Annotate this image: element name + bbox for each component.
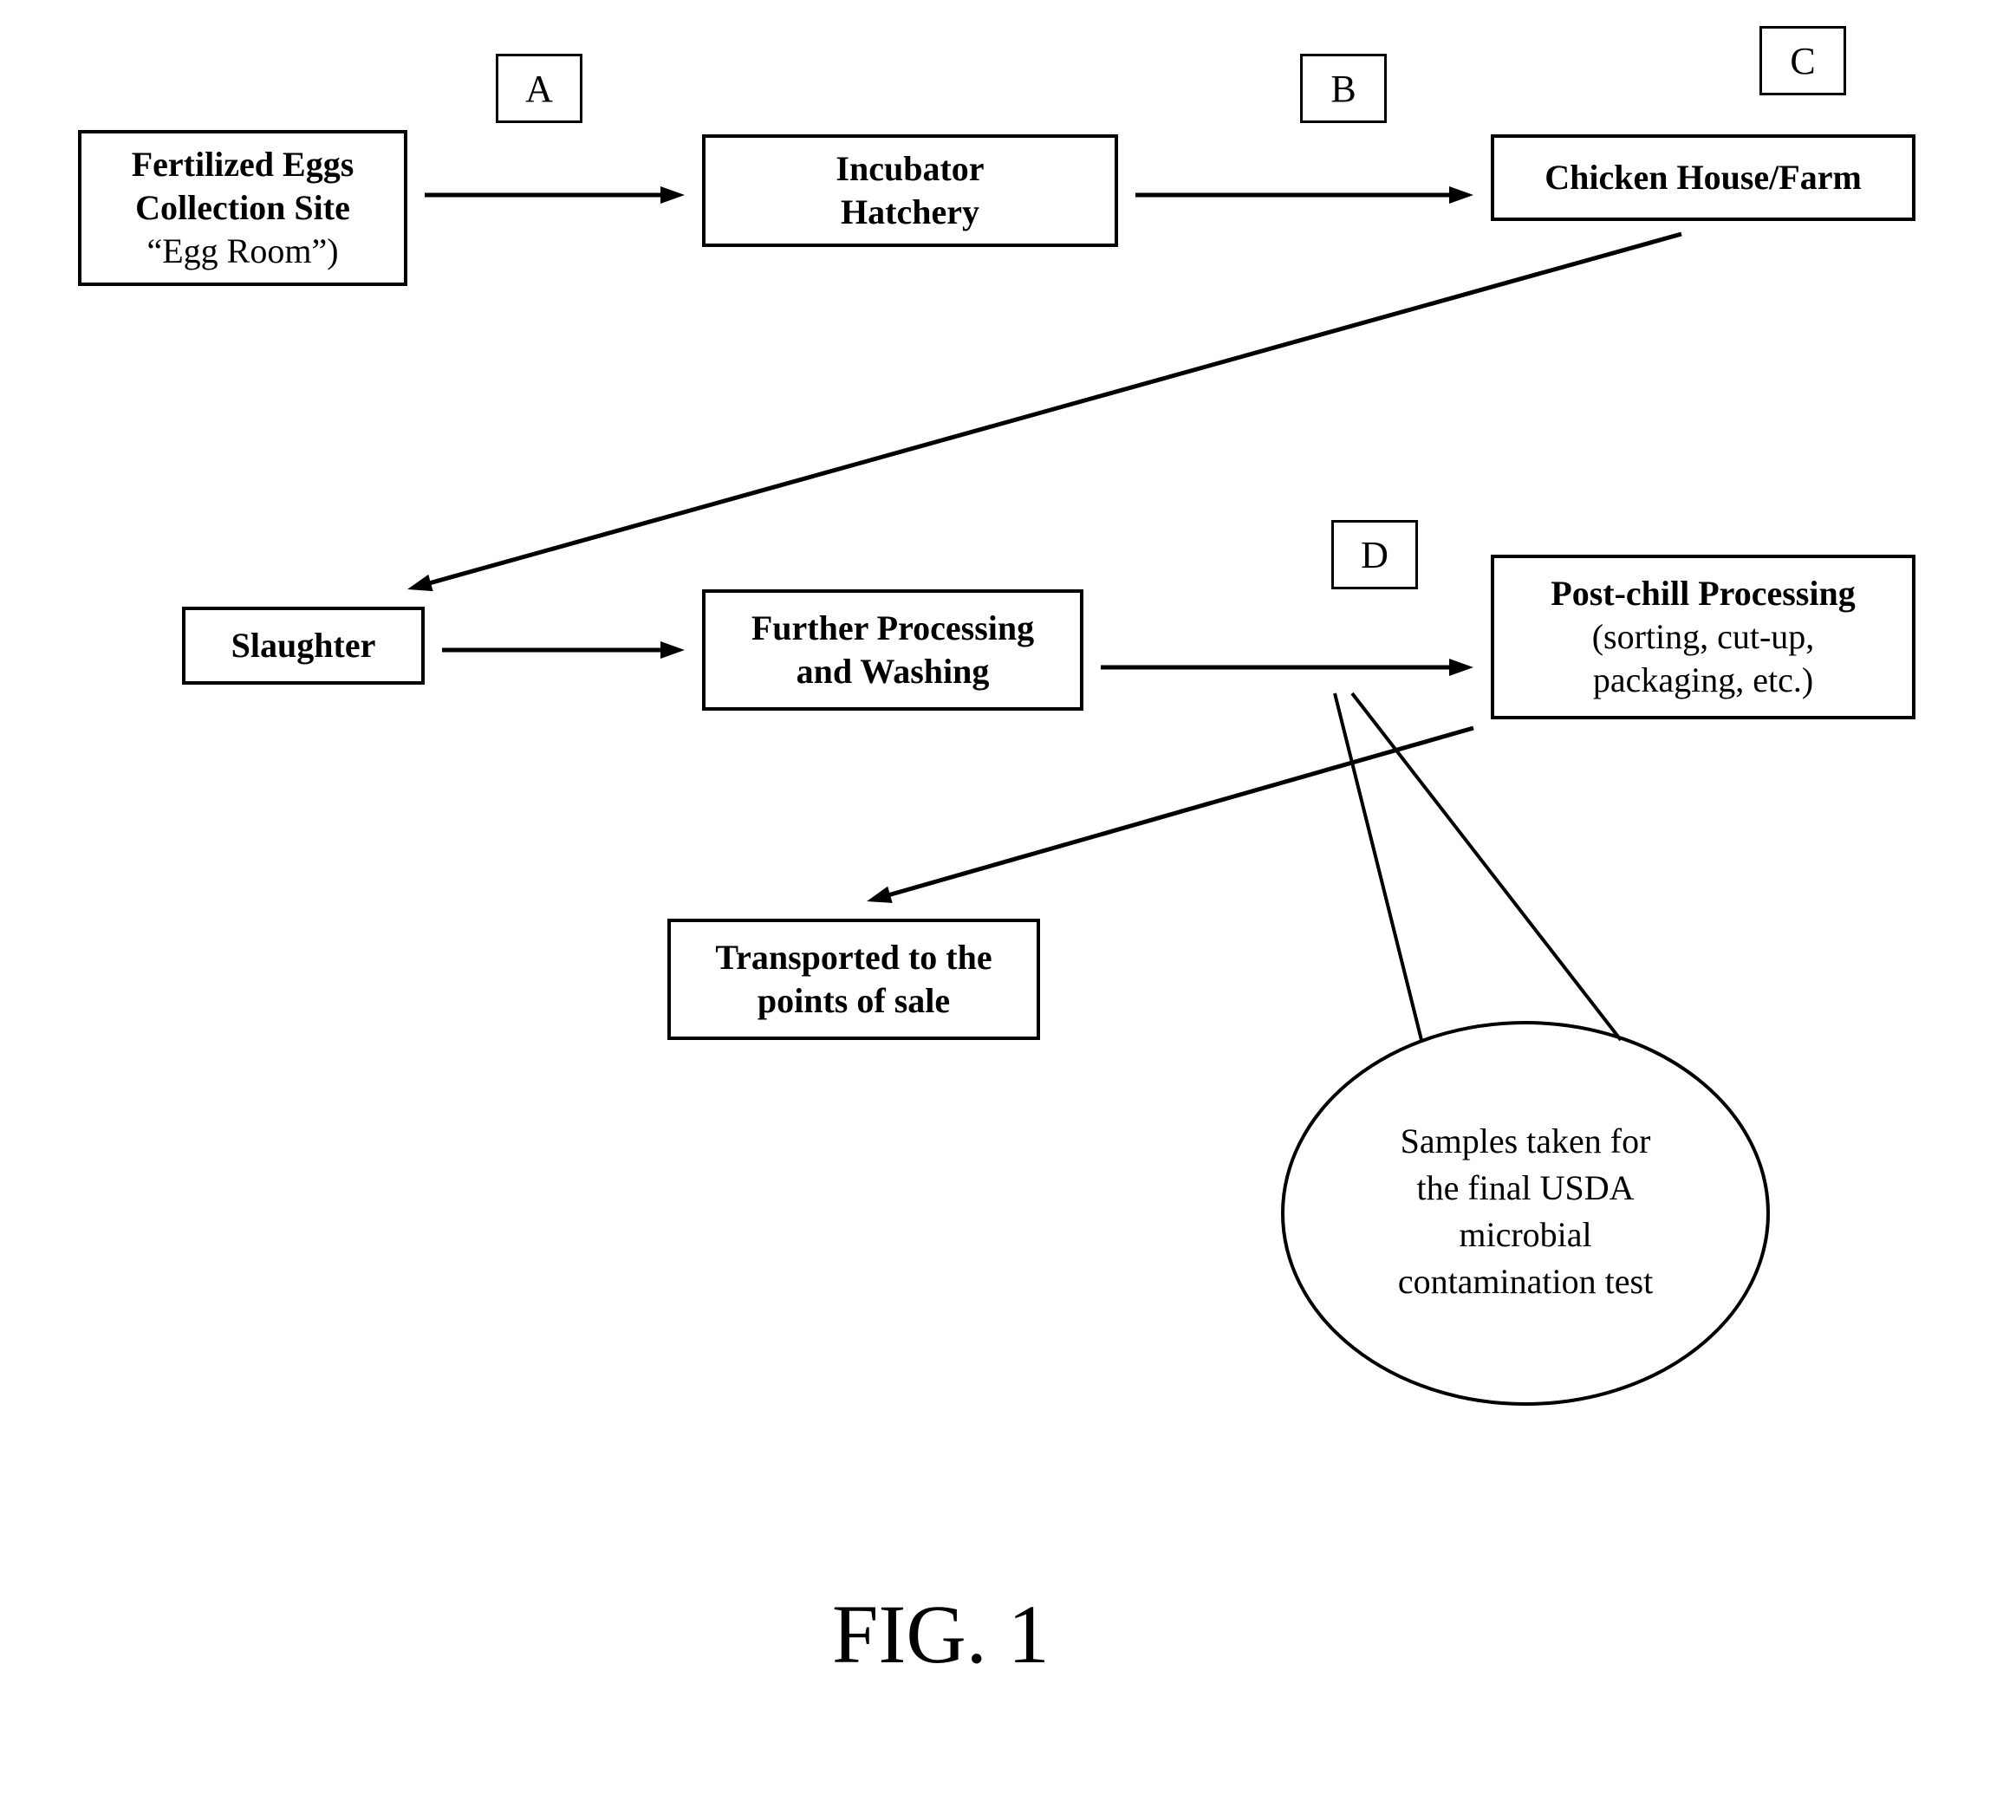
node-chicken: Chicken House/Farm [1491, 134, 1915, 221]
node-slaughter: Slaughter [182, 607, 425, 685]
node-eggs-line1: Fertilized Eggs [132, 143, 354, 186]
node-incubator-line1: Incubator [836, 147, 984, 191]
label-C-text: C [1790, 39, 1815, 83]
node-further-line1: Further Processing [751, 607, 1034, 650]
node-eggs-line3: “Egg Room”) [146, 230, 338, 273]
node-further: Further Processing and Washing [702, 589, 1083, 711]
node-further-line2: and Washing [797, 650, 990, 693]
label-A: A [496, 54, 582, 123]
label-D-text: D [1361, 533, 1388, 577]
node-transport: Transported to the points of sale [667, 919, 1040, 1040]
callout-line1: Samples taken for [1369, 1118, 1681, 1165]
node-eggs: Fertilized Eggs Collection Site “Egg Roo… [78, 130, 407, 286]
node-postchill: Post-chill Processing (sorting, cut-up, … [1491, 555, 1915, 719]
node-incubator-line2: Hatchery [841, 191, 979, 234]
label-B-text: B [1330, 67, 1356, 111]
callout-line3: microbial [1369, 1212, 1681, 1258]
label-C: C [1759, 26, 1846, 95]
callout-line2: the final USDA [1369, 1165, 1681, 1212]
callout-text: Samples taken for the final USDA microbi… [1369, 1118, 1681, 1305]
callout-line4: contamination test [1369, 1258, 1681, 1305]
node-postchill-line1: Post-chill Processing [1551, 572, 1855, 615]
node-incubator: Incubator Hatchery [702, 134, 1118, 247]
node-eggs-line2: Collection Site [135, 186, 350, 230]
node-transport-line1: Transported to the [715, 936, 992, 979]
node-transport-line2: points of sale [758, 979, 950, 1023]
node-postchill-line3: packaging, etc.) [1593, 659, 1813, 702]
node-slaughter-line1: Slaughter [231, 624, 376, 667]
figure-caption: FIG. 1 [832, 1586, 1050, 1682]
label-D: D [1331, 520, 1418, 589]
label-B: B [1300, 54, 1387, 123]
label-A-text: A [525, 67, 553, 111]
node-postchill-line2: (sorting, cut-up, [1592, 615, 1815, 659]
node-chicken-line1: Chicken House/Farm [1545, 156, 1862, 199]
